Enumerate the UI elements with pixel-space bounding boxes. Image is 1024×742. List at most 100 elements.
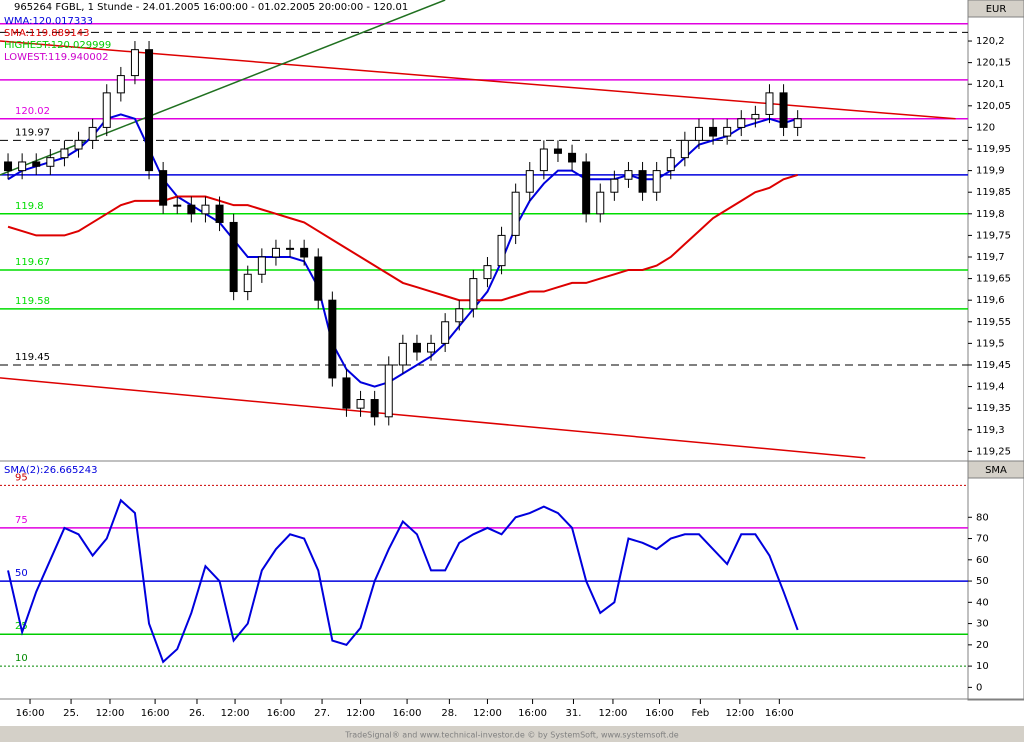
candle-body: [243, 273, 252, 293]
candle-body: [483, 265, 492, 280]
x-tick-label: 12:00: [473, 708, 502, 719]
candle-body: [300, 247, 309, 258]
candle-body: [511, 191, 520, 236]
y-tick-label: 119,55: [976, 317, 1011, 328]
x-tick-label: Feb: [692, 708, 710, 719]
x-tick-label: 16:00: [16, 708, 45, 719]
x-tick-label: 16:00: [141, 708, 170, 719]
candle-body: [610, 178, 619, 193]
x-tick-label: 31.: [566, 708, 582, 719]
candle-body: [356, 399, 365, 409]
x-tick-label: 16:00: [765, 708, 794, 719]
candle-body: [18, 161, 27, 172]
y-tick-label: 120,1: [976, 79, 1005, 90]
candle-body: [32, 161, 41, 167]
y-tick-label: 119,5: [976, 338, 1005, 349]
candle-body: [88, 126, 97, 141]
y-tick-label: 119,25: [976, 446, 1011, 457]
candle-body: [60, 148, 69, 159]
level-label: 119.8: [15, 201, 44, 212]
trend-line: [0, 377, 866, 459]
y-tick-label: 119,95: [976, 144, 1011, 155]
y-tick-label: 10: [976, 661, 989, 672]
candle-body: [215, 204, 224, 223]
candle-body: [441, 321, 450, 344]
candle-body: [553, 148, 562, 154]
candle-body: [497, 234, 506, 267]
candle-body: [102, 92, 111, 128]
y-tick-label: 119,85: [976, 187, 1011, 198]
candle-body: [455, 308, 464, 323]
candle-body: [582, 161, 591, 215]
level-label: 120.02: [15, 106, 50, 117]
candle-body: [666, 157, 675, 172]
candle-body: [328, 299, 337, 379]
x-tick-label: 25.: [63, 708, 79, 719]
legend-entry: HIGHEST:120.029999: [4, 40, 111, 51]
candle-body: [398, 342, 407, 366]
candle-body: [469, 278, 478, 310]
candle-body: [723, 126, 732, 137]
candle-body: [737, 118, 746, 128]
x-tick-label: 12:00: [346, 708, 375, 719]
level-label: 119.58: [15, 296, 50, 307]
y-tick-label: 40: [976, 597, 989, 608]
candle-body: [257, 256, 266, 275]
candle-body: [427, 342, 436, 353]
unit-box: [967, 0, 1024, 18]
y-tick-label: 119,65: [976, 274, 1011, 285]
level-label: 50: [15, 568, 28, 579]
unit-label: SMA: [985, 465, 1007, 476]
footer-bar: [0, 726, 1024, 742]
candle-body: [779, 92, 788, 128]
candle-body: [130, 49, 139, 77]
candle-body: [568, 152, 577, 163]
x-tick-label: 12:00: [96, 708, 125, 719]
x-tick-label: 16:00: [393, 708, 422, 719]
y-tick-label: 119,7: [976, 252, 1005, 263]
candle-body: [342, 377, 351, 409]
legend-entry: SMA:119.889143: [4, 28, 89, 39]
y-tick-label: 50: [976, 576, 989, 587]
candle-body: [229, 221, 238, 293]
y-axis-panel: [967, 0, 1024, 701]
y-tick-label: 120,15: [976, 58, 1011, 69]
trend-line: [0, 40, 956, 120]
x-tick-label: 27.: [314, 708, 330, 719]
y-tick-label: 120: [976, 122, 995, 133]
indicator-line: [7, 173, 798, 302]
level-label: 10: [15, 653, 28, 664]
candle-body: [286, 247, 295, 250]
candle-body: [596, 191, 605, 215]
candle-body: [201, 204, 210, 215]
y-tick-label: 80: [976, 512, 989, 523]
candle-body: [539, 148, 548, 172]
candle-body: [145, 49, 154, 172]
y-tick-label: 30: [976, 619, 989, 630]
x-tick-label: 26.: [189, 708, 205, 719]
candle-body: [173, 204, 182, 207]
footer: TradeSignal® and www.technical-investor.…: [344, 731, 679, 740]
level-label: 95: [15, 472, 28, 483]
candle-body: [694, 126, 703, 141]
candle-body: [46, 157, 55, 167]
y-tick-label: 119,75: [976, 230, 1011, 241]
candle-body: [525, 170, 534, 193]
y-tick-label: 120,2: [976, 36, 1005, 47]
candle-body: [793, 118, 802, 128]
y-tick-label: 119,4: [976, 382, 1005, 393]
x-tick-label: 16:00: [267, 708, 296, 719]
level-label: 75: [15, 515, 28, 526]
indicator-line: [7, 498, 799, 664]
chart-title: 965264 FGBL, 1 Stunde - 24.01.2005 16:00…: [14, 2, 408, 13]
candle-body: [765, 92, 774, 115]
y-tick-label: 119,45: [976, 360, 1011, 371]
candle-body: [116, 75, 125, 94]
legend-entry: LOWEST:119.940002: [4, 52, 108, 63]
x-tick-label: 12:00: [725, 708, 754, 719]
legend-entry: WMA:120.017333: [4, 16, 93, 27]
candle-body: [74, 139, 83, 150]
candle-body: [652, 170, 661, 193]
candle-body: [271, 247, 280, 258]
